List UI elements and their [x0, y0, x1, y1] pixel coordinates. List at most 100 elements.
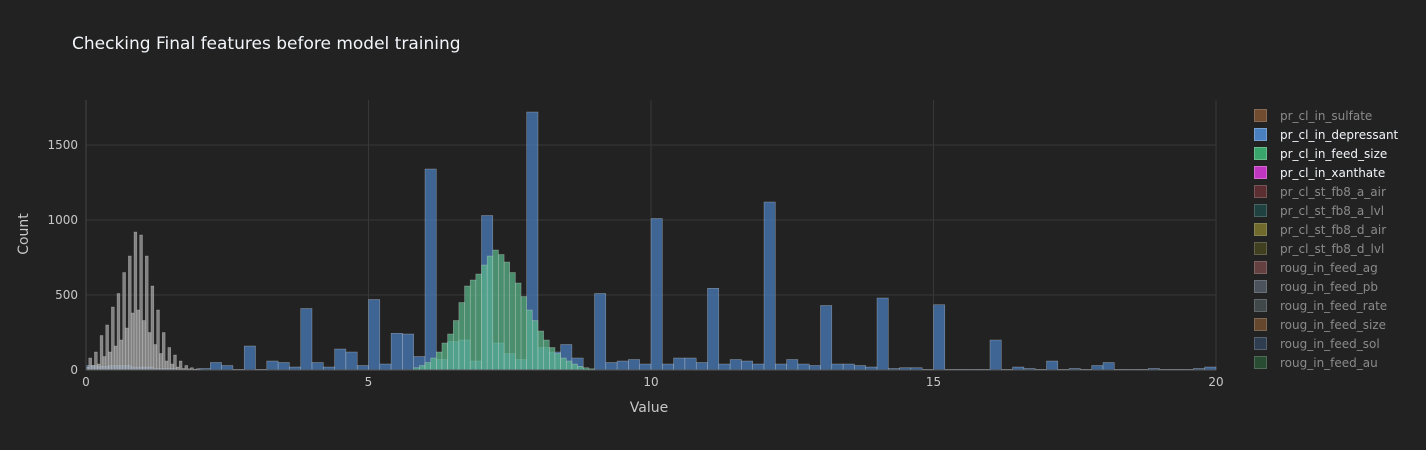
- bar-pr_cl_in_xanthate: [97, 363, 101, 371]
- legend-item-roug_in_feed_au[interactable]: roug_in_feed_au: [1254, 353, 1398, 372]
- legend-item-roug_in_feed_sol[interactable]: roug_in_feed_sol: [1254, 334, 1398, 353]
- bar-pr_cl_in_depressant: [300, 308, 313, 371]
- bar-pr_cl_in_xanthate: [142, 320, 146, 371]
- legend-label: pr_cl_in_sulfate: [1280, 108, 1373, 123]
- bar-pr_cl_in_xanthate: [99, 335, 104, 371]
- bar-pr_cl_in_xanthate: [116, 293, 121, 371]
- legend-item-pr_cl_st_fb8_a_air[interactable]: pr_cl_st_fb8_a_air: [1254, 182, 1398, 201]
- x-tick-label: 0: [82, 375, 90, 389]
- bar-pr_cl_in_depressant: [763, 201, 776, 371]
- bar-pr_cl_in_feed_size: [475, 273, 482, 371]
- bar-pr_cl_in_xanthate: [91, 365, 95, 371]
- bar-pr_cl_in_depressant: [989, 339, 1002, 371]
- legend-item-roug_in_feed_size[interactable]: roug_in_feed_size: [1254, 315, 1398, 334]
- bar-pr_cl_in_xanthate: [139, 234, 143, 371]
- legend-label: roug_in_feed_pb: [1280, 279, 1379, 294]
- legend-label: roug_in_feed_ag: [1280, 260, 1378, 275]
- bar-pr_cl_in_feed_size: [520, 296, 527, 371]
- bar-pr_cl_in_xanthate: [153, 344, 157, 371]
- bar-pr_cl_in_depressant: [356, 365, 369, 371]
- bar-pr_cl_in_depressant: [628, 359, 640, 371]
- bar-pr_cl_in_xanthate: [145, 255, 149, 371]
- legend-item-pr_cl_in_xanthate[interactable]: pr_cl_in_xanthate: [1254, 163, 1398, 182]
- bar-pr_cl_in_depressant: [662, 363, 674, 371]
- bar-pr_cl_in_xanthate: [88, 357, 92, 371]
- bar-pr_cl_in_depressant: [1091, 365, 1104, 371]
- legend-item-pr_cl_in_feed_size[interactable]: pr_cl_in_feed_size: [1254, 144, 1398, 163]
- legend-item-pr_cl_in_depressant[interactable]: pr_cl_in_depressant: [1254, 125, 1398, 144]
- legend-item-pr_cl_in_sulfate[interactable]: pr_cl_in_sulfate: [1254, 106, 1398, 125]
- bar-pr_cl_in_xanthate: [162, 332, 166, 371]
- bar-pr_cl_in_feed_size: [481, 264, 488, 371]
- bar-pr_cl_in_xanthate: [133, 231, 138, 371]
- bar-pr_cl_in_depressant: [345, 351, 358, 371]
- bar-pr_cl_in_depressant: [368, 299, 381, 371]
- legend-label: roug_in_feed_size: [1280, 317, 1387, 332]
- legend-swatch: [1254, 204, 1267, 217]
- legend-item-roug_in_feed_ag[interactable]: roug_in_feed_ag: [1254, 258, 1398, 277]
- bar-pr_cl_in_xanthate: [150, 285, 155, 371]
- bar-pr_cl_in_depressant: [808, 365, 821, 371]
- legend-swatch: [1254, 337, 1267, 350]
- bar-pr_cl_in_depressant: [334, 348, 347, 371]
- legend-swatch: [1254, 242, 1267, 255]
- bar-pr_cl_in_feed_size: [486, 255, 494, 371]
- legend-swatch: [1254, 299, 1267, 312]
- bar-pr_cl_in_xanthate: [128, 255, 132, 371]
- bar-pr_cl_in_depressant: [707, 288, 720, 371]
- bar-pr_cl_in_depressant: [820, 305, 833, 371]
- bar-pr_cl_in_xanthate: [122, 272, 126, 371]
- bar-pr_cl_in_feed_size: [458, 302, 465, 371]
- legend-label: roug_in_feed_rate: [1280, 298, 1388, 313]
- x-tick-label: 5: [365, 375, 373, 389]
- bar-pr_cl_in_depressant: [616, 360, 629, 371]
- bar-pr_cl_in_depressant: [933, 304, 946, 371]
- bar-pr_cl_in_feed_size: [537, 330, 544, 371]
- legend-item-pr_cl_st_fb8_d_air[interactable]: pr_cl_st_fb8_d_air: [1254, 220, 1398, 239]
- bar-pr_cl_in_feed_size: [498, 254, 505, 371]
- legend-swatch: [1254, 223, 1267, 236]
- legend-label: pr_cl_in_feed_size: [1280, 146, 1388, 161]
- bar-pr_cl_in_xanthate: [94, 351, 98, 371]
- bar-pr_cl_in_depressant: [639, 363, 652, 371]
- x-tick-label: 20: [1208, 375, 1223, 389]
- bar-pr_cl_in_depressant: [605, 362, 618, 371]
- bar-pr_cl_in_xanthate: [105, 324, 109, 371]
- bar-pr_cl_in_depressant: [210, 362, 222, 371]
- bar-pr_cl_in_xanthate: [164, 360, 169, 371]
- y-tick-label: 0: [70, 363, 78, 377]
- bar-pr_cl_in_depressant: [741, 360, 753, 371]
- bar-pr_cl_in_feed_size: [447, 333, 454, 371]
- bar-pr_cl_in_depressant: [695, 362, 708, 371]
- bar-pr_cl_in_depressant: [1102, 362, 1115, 371]
- bar-pr_cl_in_xanthate: [178, 360, 183, 371]
- legend-item-roug_in_feed_rate[interactable]: roug_in_feed_rate: [1254, 296, 1398, 315]
- bar-pr_cl_in_xanthate: [114, 345, 118, 371]
- bar-pr_cl_in_feed_size: [424, 362, 431, 371]
- bar-pr_cl_in_depressant: [752, 363, 765, 371]
- legend-swatch: [1254, 128, 1267, 141]
- y-tick-label: 1500: [47, 138, 78, 152]
- bar-pr_cl_in_depressant: [594, 293, 607, 371]
- legend-swatch: [1254, 261, 1267, 274]
- chart-title: Checking Final features before model tra…: [72, 34, 461, 54]
- legend-label: pr_cl_st_fb8_a_lvl: [1280, 203, 1385, 218]
- legend-swatch: [1254, 280, 1267, 293]
- bar-pr_cl_in_depressant: [402, 333, 414, 371]
- legend-item-pr_cl_st_fb8_d_lvl[interactable]: pr_cl_st_fb8_d_lvl: [1254, 239, 1398, 258]
- legend-item-roug_in_feed_pb[interactable]: roug_in_feed_pb: [1254, 277, 1398, 296]
- legend-item-pr_cl_st_fb8_a_lvl[interactable]: pr_cl_st_fb8_a_lvl: [1254, 201, 1398, 220]
- legend-swatch: [1254, 356, 1267, 369]
- bar-pr_cl_in_depressant: [684, 357, 697, 371]
- y-tick-label: 1000: [47, 213, 78, 227]
- bar-pr_cl_in_xanthate: [130, 312, 135, 371]
- bar-pr_cl_in_depressant: [266, 360, 279, 371]
- legend: pr_cl_in_sulfate pr_cl_in_depressant pr_cl…: [1254, 106, 1398, 372]
- bar-pr_cl_in_feed_size: [566, 360, 573, 371]
- bar-pr_cl_in_xanthate: [159, 353, 163, 371]
- axes: [85, 100, 1216, 371]
- bar-pr_cl_in_xanthate: [184, 365, 188, 371]
- legend-label: pr_cl_st_fb8_d_lvl: [1280, 241, 1385, 256]
- bar-pr_cl_in_xanthate: [136, 309, 140, 371]
